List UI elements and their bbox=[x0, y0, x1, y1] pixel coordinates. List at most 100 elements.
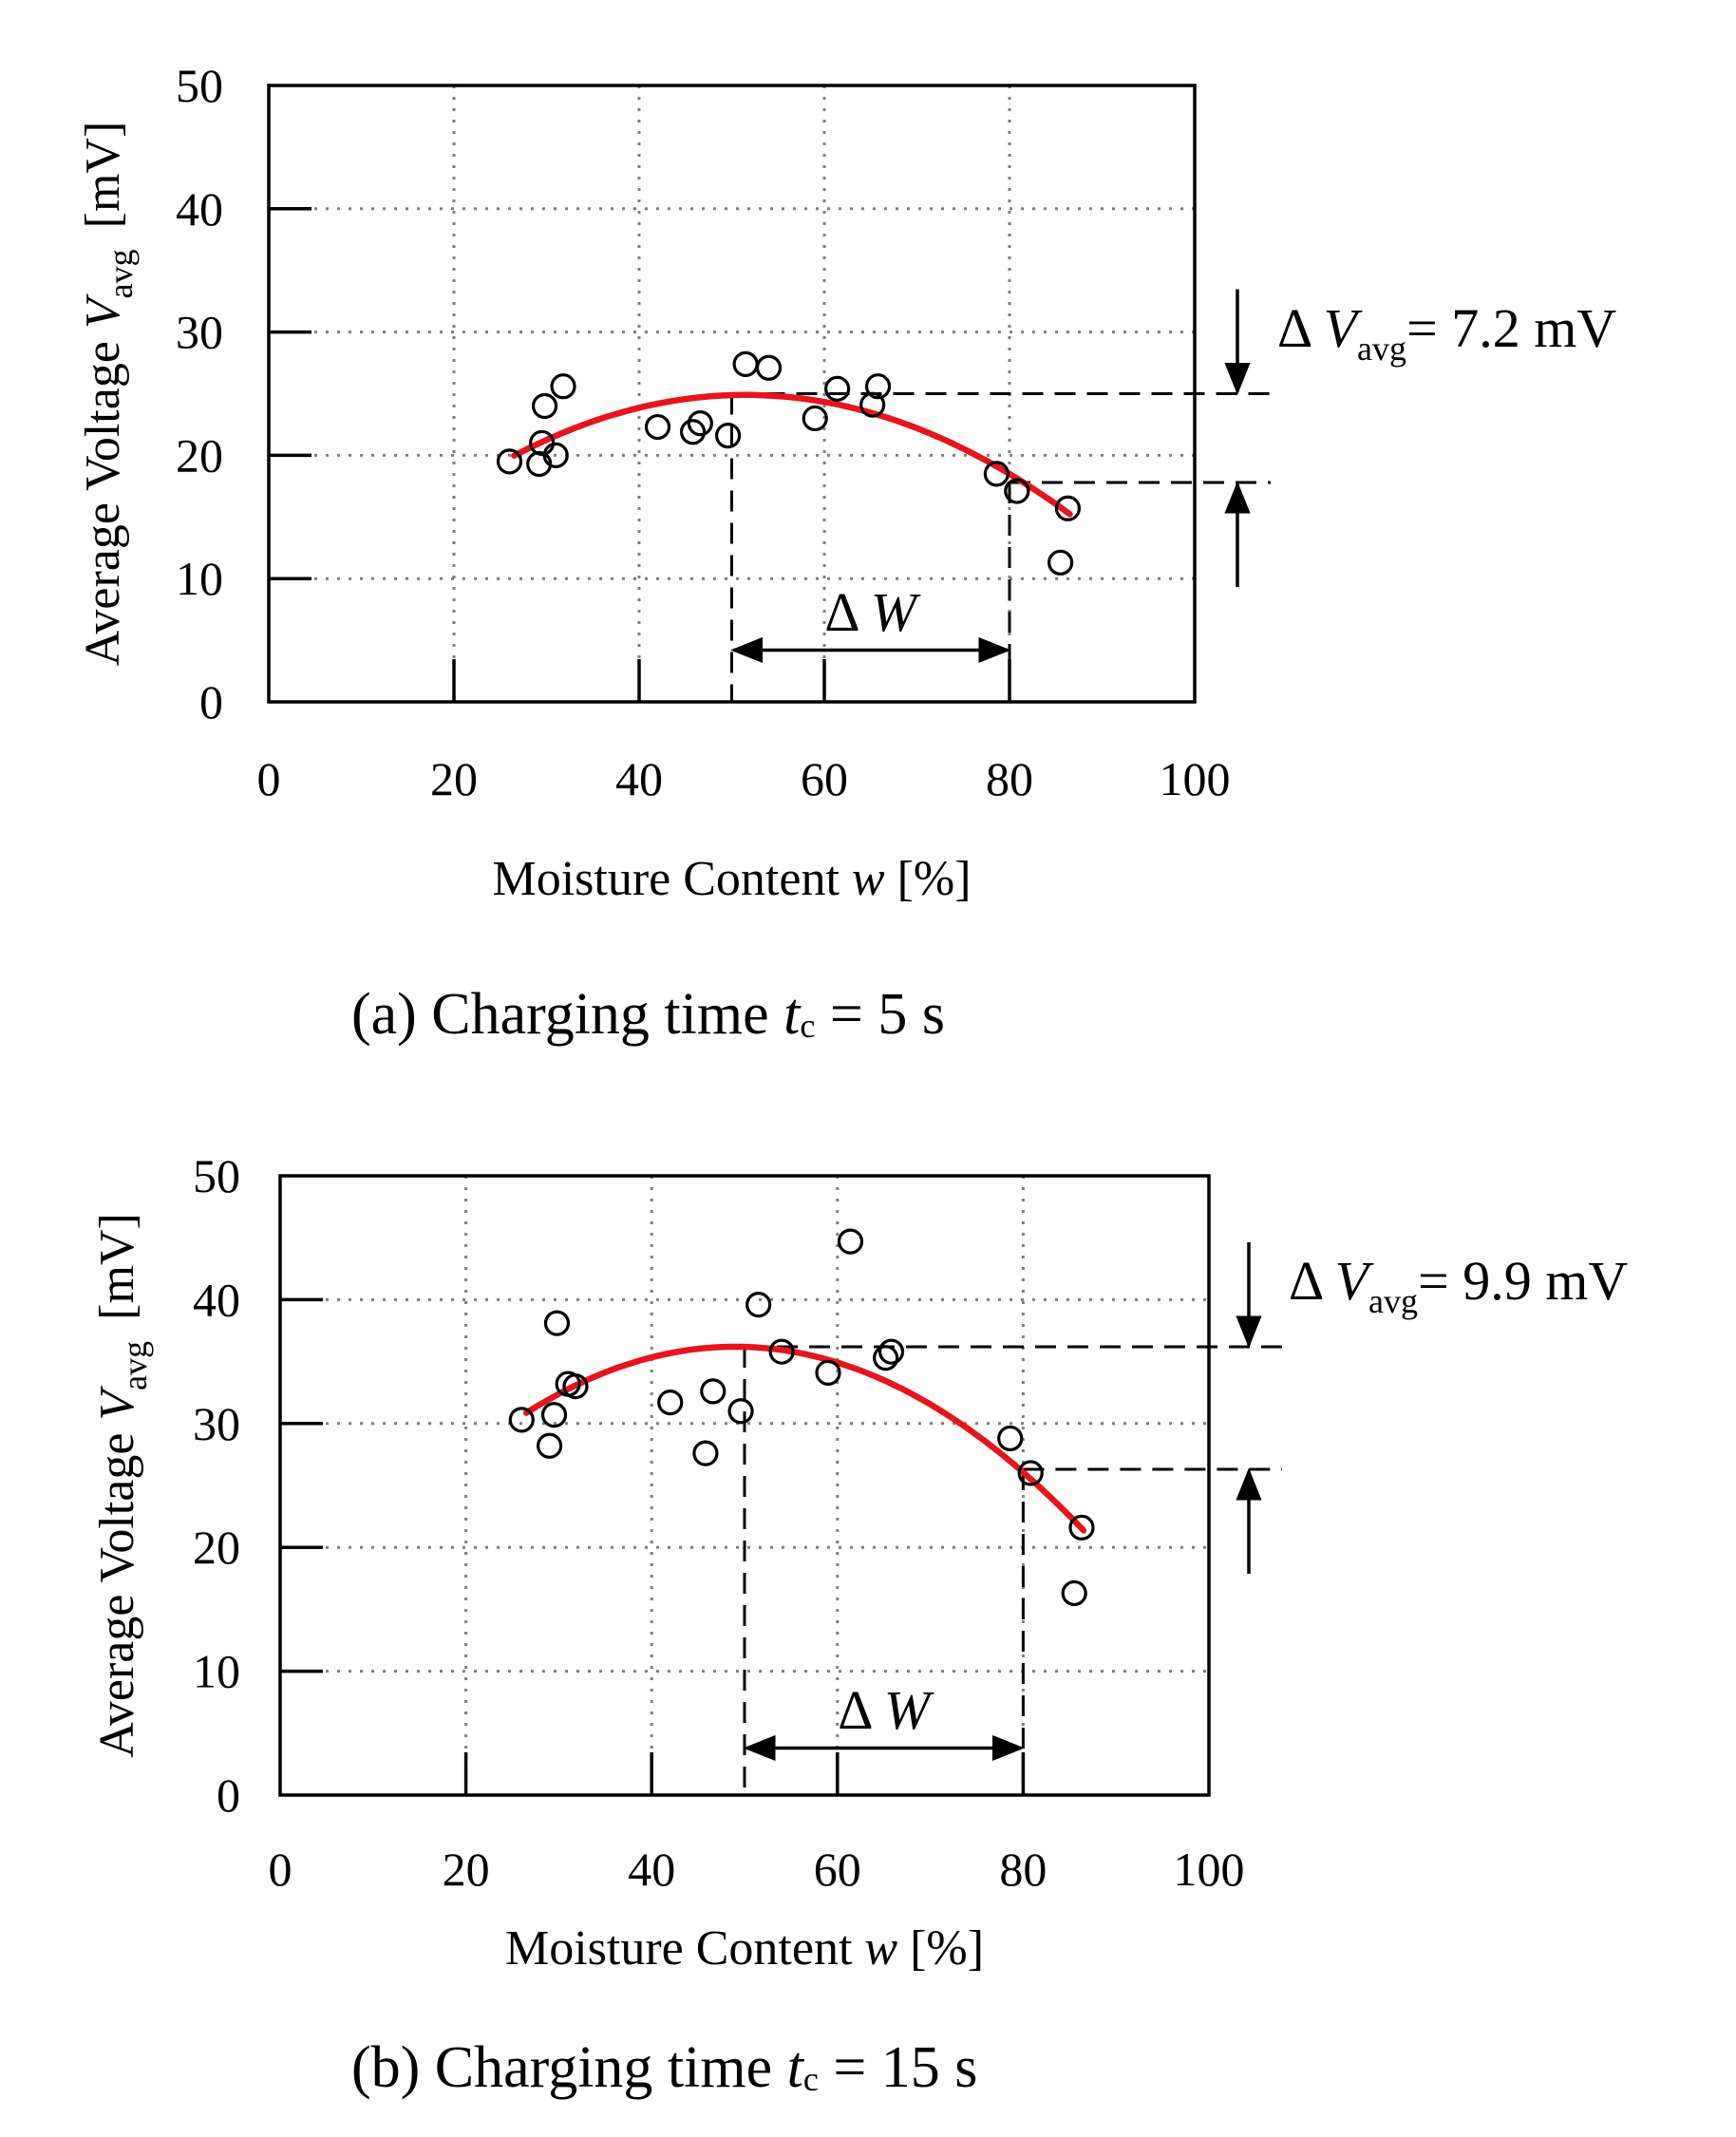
panel-a: 0 20 40 60 80 100 0 10 20 30 40 50 Moisture Content … bbox=[76, 59, 1616, 1047]
delta-v-label: Δ Vavg= 7.2 mV bbox=[1277, 297, 1616, 368]
data-point bbox=[745, 1292, 772, 1318]
x-tick-label: 100 bbox=[1160, 752, 1231, 805]
x-tick-label: 60 bbox=[814, 1843, 861, 1896]
caption-text: (b) Charging time bbox=[351, 2035, 787, 2100]
x-axis-label-unit: [%] bbox=[885, 852, 972, 906]
data-point bbox=[873, 1345, 899, 1371]
plot-frame bbox=[278, 1174, 1211, 1797]
delta-v-sub: avg bbox=[1357, 330, 1406, 368]
delta-v-sub: avg bbox=[1368, 1282, 1418, 1320]
data-point bbox=[508, 1407, 535, 1433]
data-point bbox=[542, 442, 569, 468]
delta-v-symbol: Δ bbox=[1289, 1250, 1335, 1312]
caption-var: t bbox=[783, 982, 802, 1047]
data-point bbox=[815, 1359, 841, 1386]
data-point bbox=[537, 1432, 563, 1459]
data-point bbox=[543, 1310, 571, 1336]
y-tick-label: 10 bbox=[193, 1645, 240, 1698]
y-axis-label-text: Average Voltage bbox=[76, 329, 130, 666]
data-point bbox=[714, 423, 742, 449]
data-point bbox=[877, 1338, 905, 1365]
x-tick-label: 0 bbox=[257, 752, 281, 805]
data-point bbox=[727, 1398, 754, 1425]
data-point bbox=[679, 419, 707, 445]
data-point bbox=[864, 373, 892, 400]
y-axis-label-var: V bbox=[76, 293, 130, 329]
data-point bbox=[550, 373, 576, 400]
delta-v-symbol: Δ bbox=[1277, 297, 1324, 359]
data-point bbox=[540, 1402, 568, 1428]
delta-w-label: Δ W bbox=[838, 1679, 934, 1741]
data-point bbox=[768, 1338, 795, 1365]
y-tick-label: 20 bbox=[193, 1521, 240, 1574]
y-tick-label: 20 bbox=[176, 428, 223, 482]
y-axis-label-unit: [mV] bbox=[90, 1213, 144, 1320]
x-axis-label: Moisture Content w [%] bbox=[492, 852, 971, 906]
x-axis-label-var: w bbox=[864, 1921, 897, 1976]
data-point bbox=[837, 1228, 864, 1255]
y-axis-label-unit: [mV] bbox=[76, 122, 130, 229]
caption-sub: c bbox=[803, 2060, 819, 2098]
y-tick-label: 10 bbox=[176, 552, 223, 605]
y-tick-label: 0 bbox=[217, 1768, 240, 1822]
panel-caption: (a) Charging time tc = 5 s bbox=[351, 982, 945, 1047]
y-tick-label: 40 bbox=[193, 1273, 240, 1326]
data-point bbox=[644, 413, 671, 441]
data-point bbox=[531, 392, 558, 420]
panel-caption: (b) Charging time tc = 15 s bbox=[351, 2035, 977, 2100]
data-point bbox=[1047, 549, 1074, 576]
fit-curve bbox=[522, 1343, 1087, 1534]
delta-w-var: W bbox=[871, 581, 921, 643]
x-axis-label-text: Moisture Content bbox=[492, 852, 851, 906]
delta-w-var: W bbox=[884, 1679, 934, 1741]
x-axis-label: Moisture Content w [%] bbox=[505, 1921, 984, 1976]
x-tick-label: 80 bbox=[986, 752, 1033, 805]
delta-v-var: V bbox=[1335, 1250, 1375, 1312]
y-tick-label: 30 bbox=[176, 306, 223, 359]
data-point bbox=[700, 1378, 726, 1405]
y-axis-label: Average Voltage Vavg [mV] bbox=[90, 1213, 154, 1758]
delta-v-value: = 9.9 mV bbox=[1418, 1250, 1628, 1312]
delta-v-value: = 7.2 mV bbox=[1406, 297, 1616, 359]
x-tick-label: 20 bbox=[443, 1843, 490, 1896]
y-axis-label-var: V bbox=[90, 1386, 144, 1421]
data-point bbox=[1068, 1514, 1095, 1541]
x-tick-label: 60 bbox=[801, 752, 848, 805]
data-point bbox=[1054, 495, 1082, 521]
data-point bbox=[657, 1390, 684, 1416]
data-point bbox=[562, 1373, 589, 1400]
y-axis-label-sub: avg bbox=[102, 249, 140, 298]
x-tick-label: 100 bbox=[1174, 1843, 1245, 1896]
caption-suffix: = 15 s bbox=[819, 2035, 978, 2100]
y-tick-label: 30 bbox=[193, 1397, 240, 1450]
x-tick-label: 80 bbox=[999, 1843, 1047, 1896]
data-point bbox=[1004, 478, 1030, 504]
data-point bbox=[732, 350, 759, 377]
caption-var: t bbox=[787, 2035, 805, 2100]
data-point bbox=[1017, 1460, 1044, 1486]
caption-text: (a) Charging time bbox=[351, 982, 783, 1047]
data-point bbox=[997, 1425, 1024, 1452]
delta-v-var: V bbox=[1324, 297, 1364, 359]
data-point bbox=[692, 1440, 719, 1466]
y-tick-label: 40 bbox=[176, 182, 223, 236]
caption-sub: c bbox=[800, 1007, 815, 1045]
x-tick-label: 40 bbox=[615, 752, 663, 805]
data-point bbox=[859, 391, 886, 418]
y-axis-label-text: Average Voltage bbox=[90, 1421, 144, 1758]
x-axis-label-text: Moisture Content bbox=[505, 1921, 864, 1976]
x-tick-label: 0 bbox=[269, 1843, 292, 1896]
data-point bbox=[496, 448, 523, 475]
y-tick-label: 50 bbox=[193, 1149, 240, 1202]
data-point bbox=[983, 461, 1010, 487]
x-axis-label-unit: [%] bbox=[897, 1921, 984, 1976]
y-axis-label: Average Voltage Vavg [mV] bbox=[76, 122, 140, 667]
data-point bbox=[824, 375, 851, 402]
data-point bbox=[755, 354, 783, 381]
delta-w-label: Δ W bbox=[824, 581, 921, 643]
y-tick-label: 50 bbox=[176, 59, 223, 112]
caption-suffix: = 5 s bbox=[815, 982, 945, 1047]
x-tick-label: 40 bbox=[628, 1843, 675, 1896]
y-tick-label: 0 bbox=[199, 675, 223, 728]
